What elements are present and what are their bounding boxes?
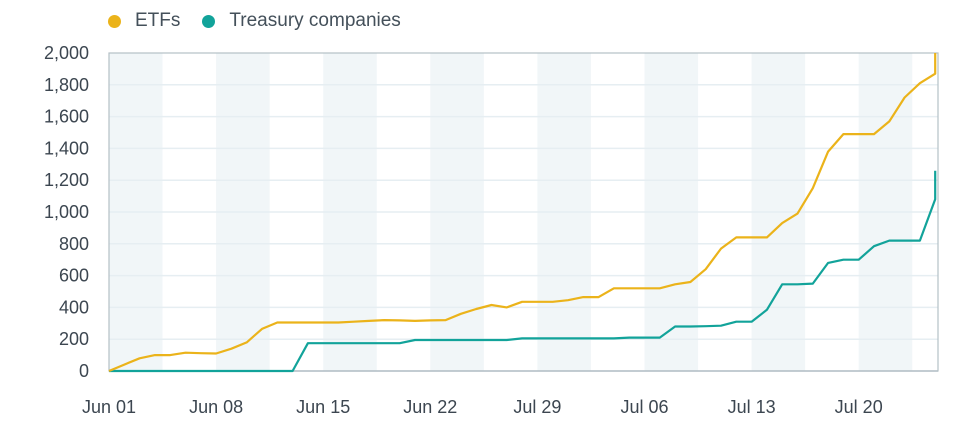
y-tick-label: 1,400 bbox=[44, 138, 89, 158]
gridlines bbox=[109, 84, 938, 340]
x-tick-label: Jul 13 bbox=[728, 397, 776, 417]
x-tick-label: Jun 15 bbox=[296, 397, 350, 417]
x-tick-label: Jun 22 bbox=[403, 397, 457, 417]
y-tick-label: 1,000 bbox=[44, 202, 89, 222]
chart-legend: ETFs Treasury companies bbox=[108, 8, 423, 34]
series-line-etfs[interactable] bbox=[108, 53, 937, 373]
legend-item-treasury-companies[interactable]: Treasury companies bbox=[202, 10, 401, 32]
y-tick-label: 1,200 bbox=[44, 170, 89, 190]
y-tick-label: 1,800 bbox=[44, 75, 89, 95]
treasury-companies-dot-icon bbox=[202, 14, 216, 28]
legend-label-etfs: ETFs bbox=[135, 10, 181, 31]
series-lines bbox=[108, 53, 937, 373]
x-axis: Jun 01 Jun 08 Jun 15 Jun 22 Jul 29 Jul 06 Jul … bbox=[82, 397, 883, 417]
series-line-treasury-companies[interactable] bbox=[109, 170, 937, 373]
x-tick-label: Jul 29 bbox=[513, 397, 561, 417]
y-tick-label: 2,000 bbox=[44, 43, 89, 63]
x-tick-label: Jul 06 bbox=[620, 397, 668, 417]
x-tick-label: Jun 08 bbox=[189, 397, 243, 417]
y-tick-label: 800 bbox=[59, 234, 89, 254]
y-tick-label: 0 bbox=[79, 361, 89, 381]
x-tick-label: Jul 20 bbox=[835, 397, 883, 417]
y-tick-label: 200 bbox=[59, 329, 89, 349]
y-tick-label: 400 bbox=[59, 297, 89, 317]
y-tick-label: 1,600 bbox=[44, 107, 89, 127]
etfs-dot-icon bbox=[108, 14, 121, 28]
y-tick-label: 600 bbox=[59, 266, 89, 286]
legend-item-etfs[interactable]: ETFs bbox=[108, 10, 180, 32]
legend-label-treasury-companies: Treasury companies bbox=[229, 10, 401, 31]
x-tick-label: Jun 01 bbox=[82, 397, 136, 417]
